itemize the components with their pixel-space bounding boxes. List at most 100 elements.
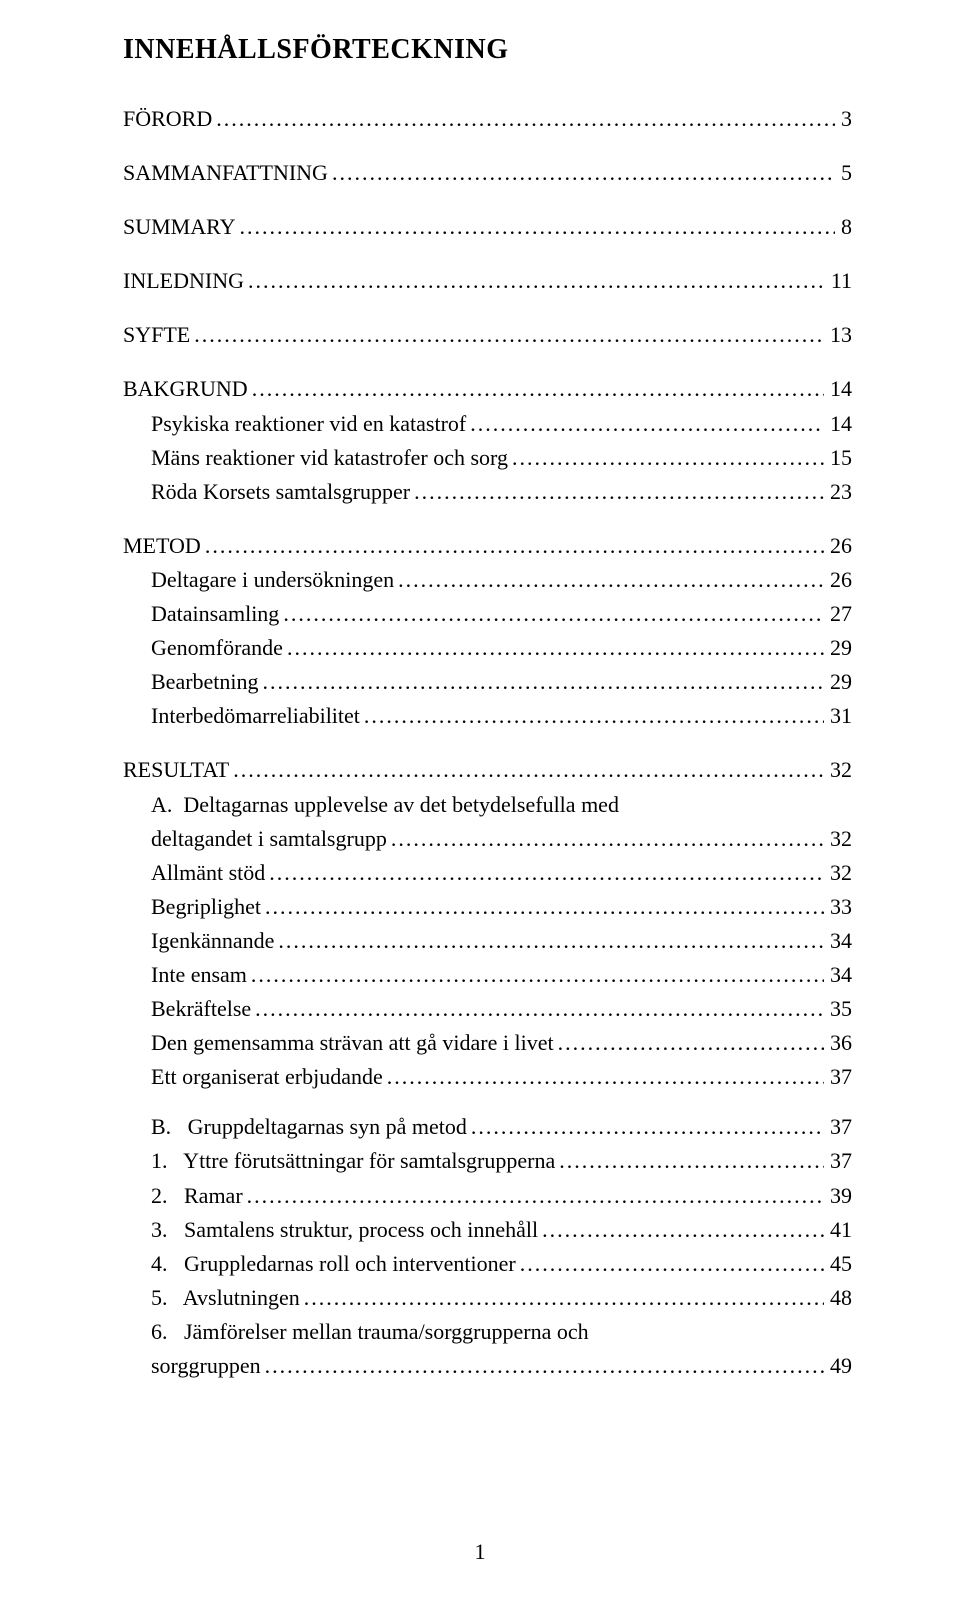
toc-entry-page: 31	[828, 699, 852, 733]
toc-entry-page: 5	[839, 156, 852, 190]
toc-entry-label: B. Gruppdeltagarnas syn på metod	[151, 1110, 467, 1144]
toc-leader-dots	[239, 210, 835, 244]
toc-entry-label: 1. Yttre förutsättningar för samtalsgrup…	[151, 1144, 555, 1178]
toc-entry-page: 26	[828, 563, 852, 597]
toc-entry-page: 27	[828, 597, 852, 631]
toc-entry-label: 3. Samtalens struktur, process och inneh…	[151, 1213, 538, 1247]
document-page: INNEHÅLLSFÖRTECKNING FÖRORD 3SAMMANFATTN…	[0, 0, 960, 1613]
toc-entry-label: Mäns reaktioner vid katastrofer och sorg	[151, 441, 508, 475]
toc-entry-level2: Mäns reaktioner vid katastrofer och sorg…	[123, 441, 852, 475]
toc-entry-label: SYFTE	[123, 318, 190, 352]
toc-leader-dots	[512, 441, 824, 475]
toc-entry-level2: Bearbetning 29	[123, 665, 852, 699]
toc-entry-page: 23	[828, 475, 852, 509]
toc-leader-dots	[332, 156, 835, 190]
toc-entry-level2: Datainsamling 27	[123, 597, 852, 631]
toc-entry-page: 32	[828, 753, 852, 787]
toc-leader-dots	[269, 856, 824, 890]
toc-entry-level1: SYFTE 13	[123, 318, 852, 352]
toc-leader-dots	[471, 1110, 824, 1144]
toc-entry-label: SUMMARY	[123, 210, 235, 244]
toc-entry-level2: Inte ensam 34	[123, 958, 852, 992]
toc-entry-page: 3	[839, 102, 852, 136]
toc-entry-page: 45	[828, 1247, 852, 1281]
toc-leader-dots	[414, 475, 824, 509]
toc-entry-label: Den gemensamma strävan att gå vidare i l…	[151, 1026, 554, 1060]
toc-body: FÖRORD 3 SAMMANFATTNING 5 SUMMARY 8 INLEDNI…	[123, 102, 852, 1383]
toc-entry-level1: METOD 26	[123, 529, 852, 563]
toc-entry-label: 5. Avslutningen	[151, 1281, 300, 1315]
toc-entry-label: Röda Korsets samtalsgrupper	[151, 475, 410, 509]
toc-leader-dots	[247, 1179, 824, 1213]
toc-entry-level2: Interbedömarreliabilitet 31	[123, 699, 852, 733]
toc-entry-page: 37	[828, 1110, 852, 1144]
toc-entry-level2: deltagandet i samtalsgrupp 32	[123, 822, 852, 856]
toc-entry-level1: BAKGRUND 14	[123, 372, 852, 406]
toc-entry-page: 14	[828, 407, 852, 441]
toc-entry-level2: 2. Ramar 39	[123, 1179, 852, 1213]
toc-entry-level2: A. Deltagarnas upplevelse av det betydel…	[123, 788, 852, 822]
toc-entry-level2: Den gemensamma strävan att gå vidare i l…	[123, 1026, 852, 1060]
toc-entry-page: 34	[828, 958, 852, 992]
toc-entry-page: 15	[828, 441, 852, 475]
toc-leader-dots	[248, 264, 825, 298]
toc-entry-level1: SUMMARY 8	[123, 210, 852, 244]
toc-entry-label: sorggruppen	[151, 1349, 261, 1383]
toc-entry-label: Allmänt stöd	[151, 856, 265, 890]
toc-entry-label: Datainsamling	[151, 597, 279, 631]
toc-leader-dots	[265, 890, 824, 924]
toc-entry-label: Ett organiserat erbjudande	[151, 1060, 383, 1094]
toc-entry-label: Interbedömarreliabilitet	[151, 699, 360, 733]
toc-entry-level2: Genomförande 29	[123, 631, 852, 665]
toc-entry-page: 8	[839, 210, 852, 244]
toc-leader-dots	[265, 1349, 824, 1383]
toc-entry-label: Bekräftelse	[151, 992, 251, 1026]
toc-leader-dots	[194, 318, 824, 352]
toc-entry-page: 29	[828, 631, 852, 665]
toc-entry-label: INLEDNING	[123, 264, 244, 298]
toc-entry-level2: 3. Samtalens struktur, process och inneh…	[123, 1213, 852, 1247]
toc-entry-label: Genomförande	[151, 631, 283, 665]
toc-entry-level2: Psykiska reaktioner vid en katastrof 14	[123, 407, 852, 441]
toc-entry-level1: INLEDNING 11	[123, 264, 852, 298]
toc-entry-level2: 1. Yttre förutsättningar för samtalsgrup…	[123, 1144, 852, 1178]
toc-entry-level2: Allmänt stöd 32	[123, 856, 852, 890]
toc-entry-page: 26	[828, 529, 852, 563]
toc-entry-level2: 4. Gruppledarnas roll och interventioner…	[123, 1247, 852, 1281]
toc-entry-level2: Begriplighet 33	[123, 890, 852, 924]
toc-entry-label: 2. Ramar	[151, 1179, 243, 1213]
toc-entry-level2: B. Gruppdeltagarnas syn på metod 37	[123, 1110, 852, 1144]
toc-entry-page: 29	[828, 665, 852, 699]
toc-entry-label: Begriplighet	[151, 890, 261, 924]
toc-entry-label: Psykiska reaktioner vid en katastrof	[151, 407, 466, 441]
toc-entry-label: METOD	[123, 529, 201, 563]
toc-leader-dots	[542, 1213, 824, 1247]
toc-leader-dots	[520, 1247, 824, 1281]
toc-entry-page: 37	[828, 1144, 852, 1178]
toc-entry-level2: sorggruppen 49	[123, 1349, 852, 1383]
toc-leader-dots	[364, 699, 824, 733]
toc-entry-level2: Röda Korsets samtalsgrupper 23	[123, 475, 852, 509]
toc-leader-dots	[287, 631, 824, 665]
toc-leader-dots	[283, 597, 824, 631]
toc-leader-dots	[216, 102, 835, 136]
toc-leader-dots	[205, 529, 824, 563]
toc-entry-level2: Bekräftelse 35	[123, 992, 852, 1026]
toc-entry-level1: FÖRORD 3	[123, 102, 852, 136]
toc-entry-page: 32	[828, 856, 852, 890]
toc-entry-label: A. Deltagarnas upplevelse av det betydel…	[151, 788, 619, 822]
toc-entry-level2: 5. Avslutningen 48	[123, 1281, 852, 1315]
toc-leader-dots	[559, 1144, 824, 1178]
toc-entry-level1: SAMMANFATTNING 5	[123, 156, 852, 190]
toc-entry-page: 32	[828, 822, 852, 856]
toc-entry-label: Deltagare i undersökningen	[151, 563, 394, 597]
toc-entry-level2: Igenkännande 34	[123, 924, 852, 958]
toc-entry-page: 13	[828, 318, 852, 352]
toc-leader-dots	[255, 992, 824, 1026]
toc-entry-label: SAMMANFATTNING	[123, 156, 328, 190]
toc-entry-label: 6. Jämförelser mellan trauma/sorggrupper…	[151, 1315, 589, 1349]
toc-leader-dots	[387, 1060, 824, 1094]
toc-entry-label: FÖRORD	[123, 102, 212, 136]
toc-leader-dots	[251, 958, 824, 992]
toc-entry-page: 35	[828, 992, 852, 1026]
